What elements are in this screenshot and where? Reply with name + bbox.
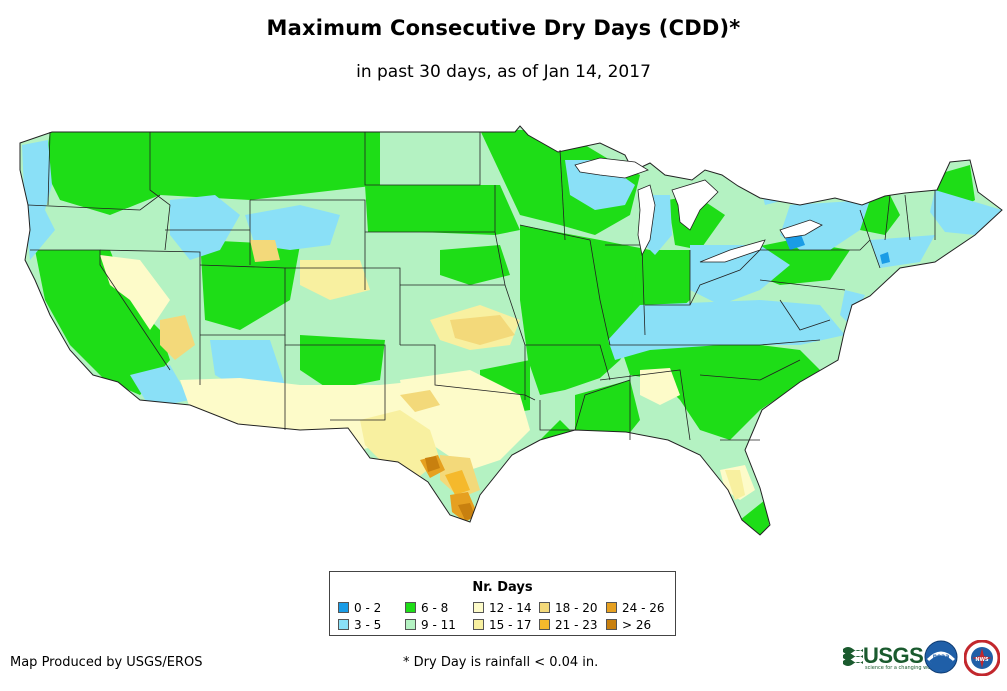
legend-swatch (473, 602, 484, 613)
lake-superior (574, 157, 649, 179)
legend-swatch (405, 602, 416, 613)
noaa-logo-text: noaa (933, 653, 950, 660)
nws-logo: NWS (964, 640, 1000, 676)
legend-item-12-14: 12 - 14 (473, 602, 532, 615)
legend-item-9-11: 9 - 11 (405, 619, 456, 632)
legend-swatch (606, 602, 617, 613)
legend-swatch (405, 619, 416, 630)
legend-label: 12 - 14 (489, 601, 532, 615)
map-credit: Map Produced by USGS/EROS (10, 655, 203, 670)
class-21-23-regions (445, 470, 470, 495)
legend-item-18-20: 18 - 20 (539, 602, 598, 615)
nws-logo-text: NWS (975, 657, 989, 663)
legend-title: Nr. Days (472, 580, 533, 595)
noaa-logo: noaa (924, 640, 958, 674)
usgs-wave-icon (843, 647, 863, 666)
legend-item-6-8: 6 - 8 (405, 602, 448, 615)
legend-item-gt26: > 26 (606, 619, 651, 632)
legend-label: 15 - 17 (489, 618, 532, 632)
legend-label: 18 - 20 (555, 601, 598, 615)
legend-swatch (338, 602, 349, 613)
legend-item-15-17: 15 - 17 (473, 619, 532, 632)
legend-swatch (606, 619, 617, 630)
class-gt26-regions (425, 456, 476, 520)
legend-label: 0 - 2 (354, 601, 382, 615)
legend-label: > 26 (622, 618, 652, 632)
legend-label: 6 - 8 (421, 601, 449, 615)
legend-label: 3 - 5 (354, 618, 382, 632)
legend-item-21-23: 21 - 23 (539, 619, 598, 632)
legend-item-3-5: 3 - 5 (338, 619, 381, 632)
lake-ontario (779, 219, 823, 239)
lake-erie (699, 239, 766, 263)
usgs-logo-text: USGS (863, 643, 924, 668)
legend-label: 24 - 26 (622, 601, 665, 615)
dry-days-raster (20, 126, 1002, 535)
map-title: Maximum Consecutive Dry Days (CDD)* (266, 16, 741, 40)
legend-box: Nr. Days 0 - 2 3 - 5 6 - 8 9 - 11 12 - 1… (329, 571, 676, 636)
legend-swatch (338, 619, 349, 630)
legend-swatch (539, 619, 550, 630)
dry-day-footnote: * Dry Day is rainfall < 0.04 in. (403, 655, 599, 670)
great-lakes (574, 157, 823, 263)
legend-swatch (473, 619, 484, 630)
map-subtitle: in past 30 days, as of Jan 14, 2017 (356, 62, 651, 82)
lake-huron (671, 179, 719, 231)
usgs-logo: USGS science for a changing world (843, 643, 937, 671)
legend-label: 9 - 11 (421, 618, 456, 632)
legend-label: 21 - 23 (555, 618, 598, 632)
legend-item-24-26: 24 - 26 (606, 602, 665, 615)
legend-swatch (539, 602, 550, 613)
lake-michigan (637, 184, 656, 257)
legend-item-0-2: 0 - 2 (338, 602, 381, 615)
state-boundaries (27, 131, 936, 441)
usgs-tagline: science for a changing world (865, 665, 937, 671)
